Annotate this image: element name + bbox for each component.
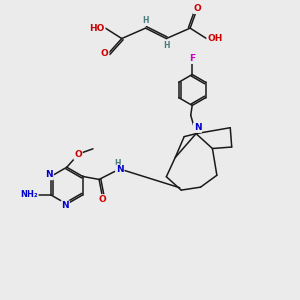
Text: N: N xyxy=(46,170,53,179)
Text: O: O xyxy=(98,195,106,204)
Text: H: H xyxy=(163,41,170,50)
Text: N: N xyxy=(61,201,69,210)
Text: H: H xyxy=(115,160,121,169)
Text: N: N xyxy=(116,165,124,174)
Text: N: N xyxy=(194,123,201,132)
Text: O: O xyxy=(74,150,82,159)
Text: H: H xyxy=(142,16,149,25)
Text: O: O xyxy=(101,49,109,58)
Text: NH₂: NH₂ xyxy=(20,190,38,200)
Text: OH: OH xyxy=(207,34,223,43)
Text: O: O xyxy=(194,4,201,13)
Text: F: F xyxy=(189,54,195,63)
Text: HO: HO xyxy=(89,24,105,33)
